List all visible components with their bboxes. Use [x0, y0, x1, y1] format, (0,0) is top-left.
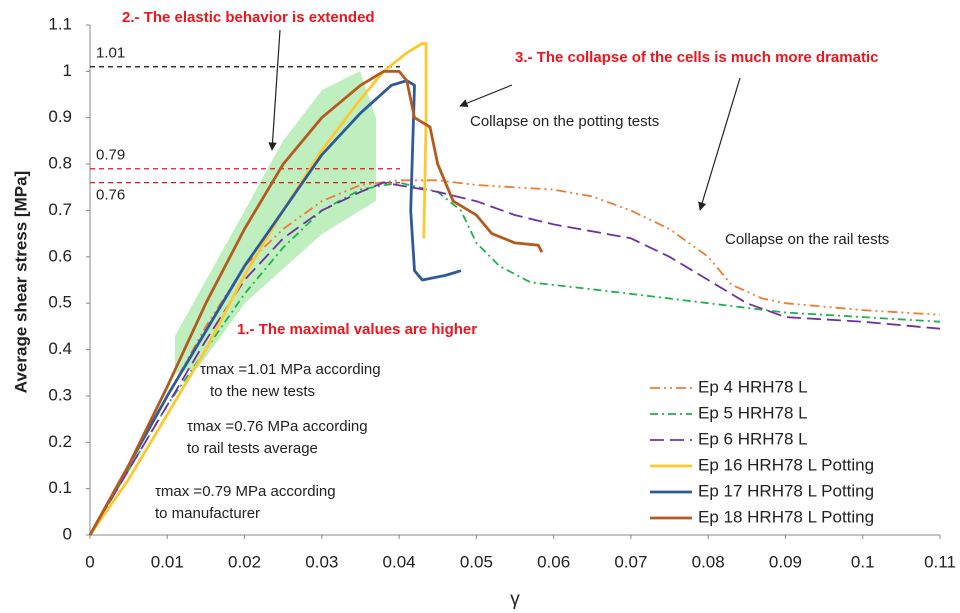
annotation: to rail tests average: [187, 440, 318, 457]
x-tick-label: 0.06: [537, 552, 570, 571]
annotation: τmax =0.79 MPa according: [155, 483, 336, 500]
x-tick-label: 0.05: [460, 552, 493, 571]
y-tick-label: 0.6: [48, 246, 72, 265]
y-tick-label: 0: [63, 524, 72, 543]
x-axis-title: γ: [510, 589, 520, 610]
legend-label: Ep 18 HRH78 L Potting: [698, 507, 874, 526]
annotation: 2.- The elastic behavior is extended: [122, 9, 375, 26]
arrow: [268, 29, 281, 151]
x-tick-label: 0.08: [692, 552, 725, 571]
x-tick-label: 0.04: [383, 552, 416, 571]
legend-label: Ep 16 HRH78 L Potting: [698, 455, 874, 474]
series-line: [88, 79, 462, 536]
legend-label: Ep 5 HRH78 L: [698, 403, 808, 422]
series-line: [89, 181, 941, 536]
y-tick-label: 0.7: [48, 200, 72, 219]
reference-label: 0.79: [96, 147, 125, 164]
x-tick-label: 0: [85, 552, 94, 571]
y-tick-label: 0.5: [48, 293, 72, 312]
y-tick-label: 0.9: [48, 107, 72, 126]
y-tick-label: 0.1: [48, 478, 72, 497]
x-tick-label: 0.03: [305, 552, 338, 571]
legend-label: Ep 4 HRH78 L: [698, 377, 808, 396]
y-tick-label: 0.8: [48, 154, 72, 173]
annotation: Collapse on the rail tests: [725, 231, 889, 248]
x-tick-label: 0.01: [151, 552, 184, 571]
annotation: to manufacturer: [155, 505, 260, 522]
series-line: [89, 179, 941, 536]
annotation: τmax =0.76 MPa according: [187, 418, 368, 435]
arrow: [459, 84, 513, 108]
x-tick-label: 0.02: [228, 552, 261, 571]
series-line: [88, 42, 428, 536]
x-tick-label: 0.1: [851, 552, 875, 571]
x-tick-label: 0.11: [924, 552, 956, 571]
annotation: 1.- The maximal values are higher: [237, 321, 477, 338]
x-tick-label: 0.09: [769, 552, 802, 571]
x-tick-label: 0.07: [614, 552, 647, 571]
annotation: to the new tests: [210, 383, 315, 400]
reference-label: 0.76: [96, 187, 125, 204]
y-tick-label: 0.2: [48, 432, 72, 451]
series-line: [88, 70, 544, 536]
y-tick-label: 1: [63, 61, 72, 80]
y-tick-label: 1.1: [48, 14, 72, 33]
reference-label: 1.01: [96, 45, 125, 62]
y-axis-title: Average shear stress [MPa]: [11, 171, 30, 393]
legend-label: Ep 17 HRH78 L Potting: [698, 481, 874, 500]
y-tick-label: 0.4: [48, 339, 72, 358]
annotation: Collapse on the potting tests: [470, 113, 659, 130]
arrow: [698, 77, 741, 211]
legend-label: Ep 6 HRH78 L: [698, 429, 808, 448]
y-tick-label: 0.3: [48, 385, 72, 404]
annotation: 3.- The collapse of the cells is much mo…: [515, 49, 878, 66]
annotation: τmax =1.01 MPa according: [200, 361, 381, 378]
series-line: [89, 181, 941, 536]
